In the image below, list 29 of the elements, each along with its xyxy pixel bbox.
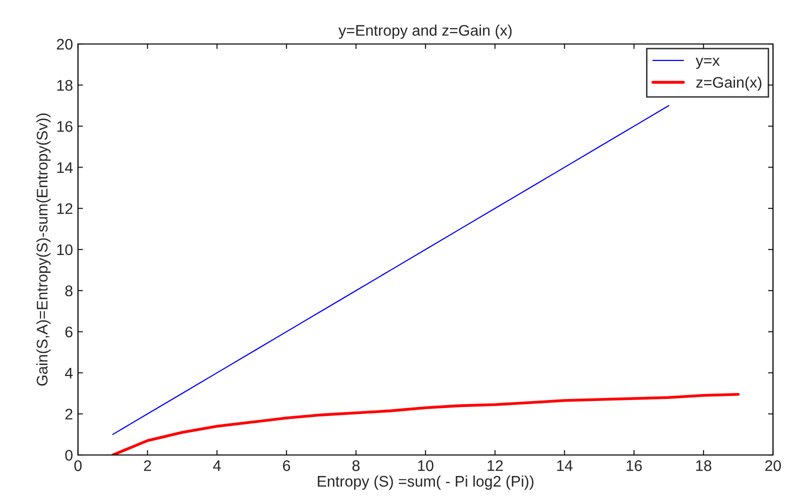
y-tick-label: 18 [57, 80, 72, 91]
y-tick-label: 10 [57, 244, 73, 256]
x-tick-label: 2 [144, 460, 151, 471]
y-tick-label: 2 [65, 408, 72, 420]
y-tick-label: 8 [65, 285, 72, 296]
y-tick-label: 20 [56, 38, 73, 50]
y-axis-title: Gain(S,A)=Entropy(S)-sum(Entropy(Sv)) [36, 114, 51, 386]
x-tick-label: 8 [352, 460, 360, 472]
line-series [111, 392, 740, 455]
x-tick-label: 10 [418, 460, 434, 472]
x-tick-label: 18 [696, 460, 712, 472]
x-tick-label: 16 [626, 460, 642, 472]
x-tick-label: 12 [488, 460, 503, 471]
legend-label: z=Gain(x) [696, 76, 762, 91]
y-tick-label: 14 [57, 162, 73, 173]
x-tick-label: 4 [213, 460, 221, 471]
y-tick-label: 16 [57, 121, 72, 132]
line-series [112, 105, 670, 436]
x-tick-label: 14 [557, 460, 573, 471]
chart-title: y=Entropy and z=Gain (x) [338, 24, 512, 39]
x-axis-title: Entropy (S) =sum( - Pi log2 (Pi)) [318, 475, 534, 490]
x-tick-label: 20 [765, 460, 781, 472]
x-tick-label: 6 [283, 460, 290, 472]
x-tick-label: 0 [74, 460, 82, 472]
y-tick-label: 0 [65, 450, 73, 461]
y-tick-label: 12 [57, 203, 72, 214]
y-tick-label: 4 [64, 368, 73, 378]
y-tick-label: 6 [65, 326, 72, 338]
legend-label: y=x [696, 58, 720, 69]
